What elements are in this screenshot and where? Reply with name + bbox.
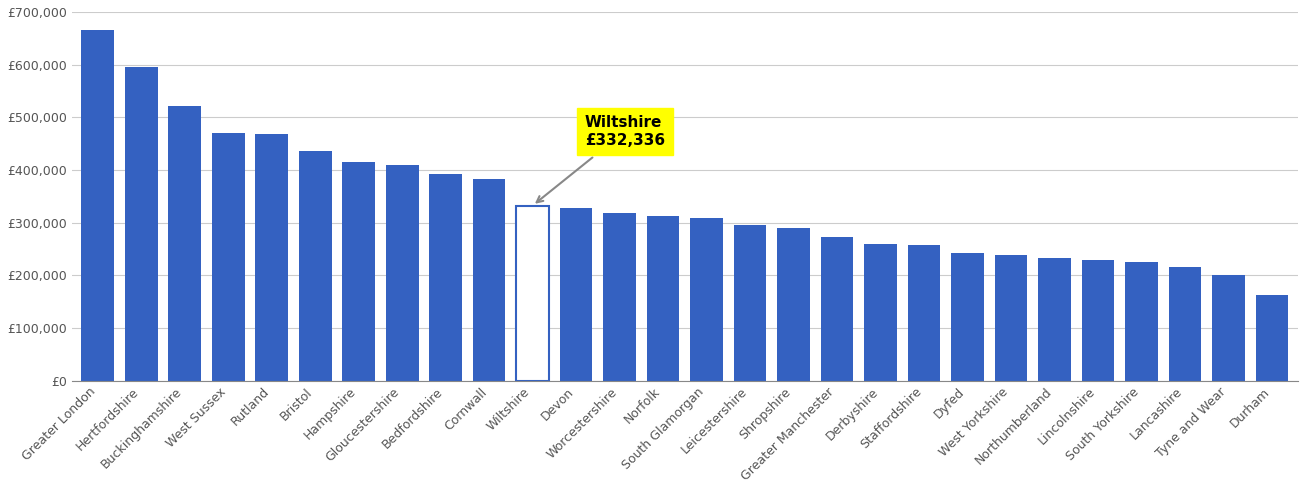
Bar bbox=[690, 219, 723, 381]
Bar bbox=[256, 134, 288, 381]
Bar bbox=[81, 30, 114, 381]
Bar bbox=[821, 237, 853, 381]
Bar bbox=[1082, 261, 1114, 381]
Bar bbox=[733, 225, 766, 381]
Bar bbox=[994, 255, 1027, 381]
Bar bbox=[429, 173, 462, 381]
Bar bbox=[386, 165, 419, 381]
Bar bbox=[472, 179, 505, 381]
Bar bbox=[778, 228, 810, 381]
Bar bbox=[1039, 258, 1071, 381]
Bar bbox=[1255, 295, 1288, 381]
Bar bbox=[647, 216, 680, 381]
Bar bbox=[168, 106, 201, 381]
Bar bbox=[125, 67, 158, 381]
Bar bbox=[299, 151, 331, 381]
Bar bbox=[603, 213, 636, 381]
Bar bbox=[560, 208, 592, 381]
Bar bbox=[517, 205, 549, 381]
Bar bbox=[908, 245, 941, 381]
Bar bbox=[951, 253, 984, 381]
Text: Wiltshire
£332,336: Wiltshire £332,336 bbox=[536, 115, 666, 202]
Bar bbox=[342, 162, 375, 381]
Bar bbox=[1125, 262, 1158, 381]
Bar bbox=[211, 133, 244, 381]
Bar bbox=[864, 244, 897, 381]
Bar bbox=[1212, 275, 1245, 381]
Bar bbox=[1169, 268, 1202, 381]
